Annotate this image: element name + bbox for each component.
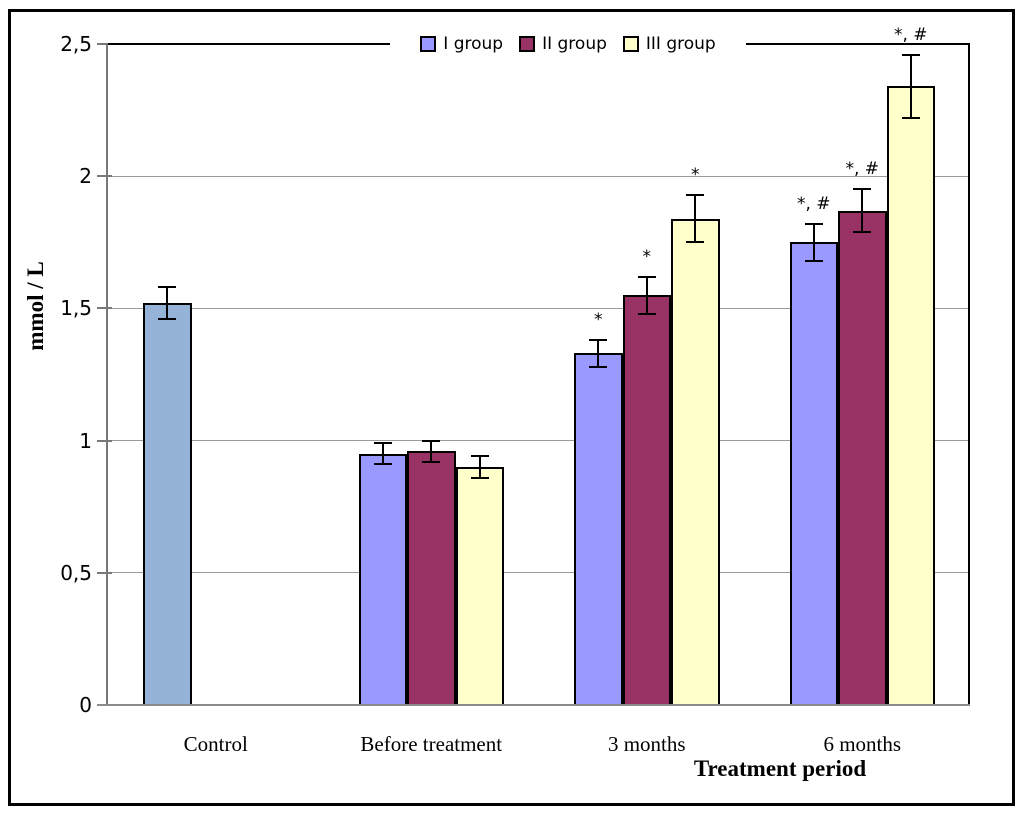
error-bar-stem [694,194,697,243]
error-bar-cap-bottom [589,365,608,368]
significance-annotation: *, # [893,24,928,45]
y-tick-label: 2,5 [60,32,92,56]
y-axis-tick [97,439,112,442]
bar-control [143,303,192,706]
error-bar-cap-bottom [637,312,656,315]
error-bar-cap-bottom [901,117,920,120]
error-bar-cap-top [901,53,920,56]
error-bar-cap-bottom [422,460,441,463]
x-axis [97,704,970,706]
x-tick-label: 6 months [823,732,902,756]
x-tick-label: 3 months [607,732,686,756]
y-gridline [108,440,970,442]
y-axis-tick [97,307,112,310]
y-tick-label: 1 [79,428,92,453]
error-bar-stem [861,189,864,232]
error-bar-cap-top [804,222,823,225]
y-tick-label: 1,5 [60,296,92,321]
error-bar-stem [645,276,648,314]
bar-iii-group [455,467,504,706]
error-bar-cap-top [373,442,392,445]
error-bar-stem [430,440,433,462]
error-bar-stem [381,443,384,465]
error-bar-stem [166,287,169,319]
x-tick-label: Before treatment [360,732,503,756]
error-bar-cap-bottom [804,259,823,262]
error-bar-cap-bottom [686,241,705,244]
error-bar-stem [478,456,481,478]
y-axis-tick [97,571,112,574]
chart-legend: I group II group III group [390,29,746,59]
bar-iii-group [671,218,720,706]
legend-label-group-2: II group [542,34,607,54]
figure-border [8,9,1015,806]
y-tick-label: 0,5 [60,560,92,585]
error-bar-cap-bottom [158,317,177,320]
error-bar-stem [909,54,912,119]
y-gridline [108,175,970,177]
y-tick-label: 0 [79,693,92,717]
error-bar-cap-top [853,188,872,191]
legend-label-group-3: III group [645,34,716,54]
error-bar-stem [597,340,600,367]
error-bar-cap-top [158,286,177,289]
x-axis-title: Treatment period [693,756,867,781]
significance-annotation: * [642,246,652,267]
y-axis-title: mmol / L [23,261,48,351]
error-bar-cap-top [589,339,608,342]
bar-iii-group [886,86,935,706]
bar-ii-group [622,295,671,706]
y-tick-label: 2 [79,164,92,189]
significance-annotation: * [594,310,603,331]
error-bar-cap-top [422,439,441,442]
error-bar-cap-top [637,275,656,278]
y-axis-tick [97,175,112,178]
bar-i-group [789,242,838,706]
x-tick-label: Control [183,732,248,756]
y-axis-tick [97,43,112,45]
legend-label-group-1: I group [443,34,504,54]
error-bar-cap-bottom [470,476,489,479]
y-axis [106,43,108,706]
error-bar-cap-bottom [373,463,392,466]
bar-ii-group [838,210,887,706]
legend-item-group-3: III group [622,34,716,54]
bar-i-group [574,353,623,706]
legend-item-group-1: I group [420,34,503,54]
legend-swatch-group-1 [420,36,437,52]
legend-swatch-group-3 [622,36,639,52]
bar-ii-group [407,451,456,706]
plot-border-right [968,43,970,706]
y-gridline [108,307,970,309]
y-gridline [108,572,970,574]
bar-i-group [358,453,407,706]
error-bar-cap-top [470,455,489,458]
error-bar-stem [812,223,815,261]
significance-annotation: *, # [796,193,831,214]
significance-annotation: *, # [845,159,880,180]
error-bar-cap-top [686,193,705,196]
significance-annotation: * [691,164,700,185]
legend-swatch-group-2 [519,36,536,52]
error-bar-cap-bottom [853,230,872,233]
legend-item-group-2: II group [519,34,607,54]
